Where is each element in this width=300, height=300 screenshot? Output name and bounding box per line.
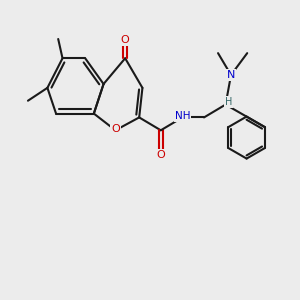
Text: NH: NH bbox=[175, 111, 190, 121]
Text: H: H bbox=[225, 97, 232, 106]
Text: O: O bbox=[111, 124, 120, 134]
Text: O: O bbox=[156, 150, 165, 160]
Text: O: O bbox=[121, 35, 130, 45]
Text: N: N bbox=[227, 70, 235, 80]
